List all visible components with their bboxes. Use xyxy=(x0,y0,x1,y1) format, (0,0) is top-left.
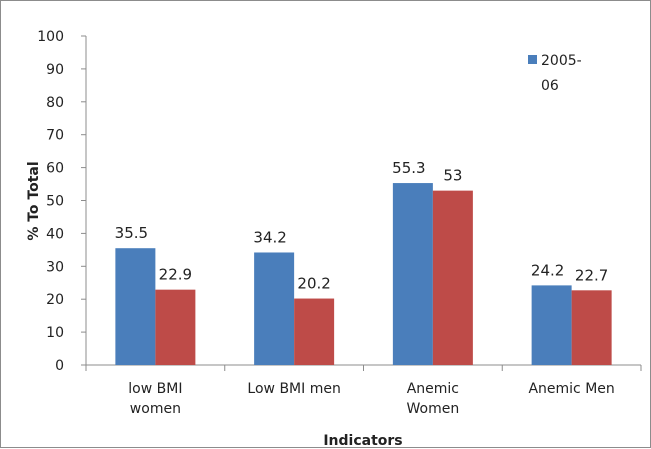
data-label: 20.2 xyxy=(297,275,330,293)
y-tick-label: 80 xyxy=(46,95,64,111)
chart-bars xyxy=(115,183,612,365)
x-tick-label: Low BMI men xyxy=(247,381,340,397)
legend-swatch xyxy=(528,55,537,64)
y-tick-label: 40 xyxy=(46,226,64,242)
legend-label: 06 xyxy=(541,78,559,94)
y-tick-label: 90 xyxy=(46,62,64,78)
y-tick-label: 60 xyxy=(46,161,64,177)
y-tick-label: 10 xyxy=(46,325,64,341)
data-label: 35.5 xyxy=(115,224,148,242)
x-tick-label: Anemic xyxy=(407,381,459,397)
y-axis-title: % To Total xyxy=(26,161,42,240)
x-tick-label: women xyxy=(130,401,181,417)
data-label: 22.9 xyxy=(159,266,192,284)
chart-axes: 0 10 20 30 40 50 60 70 80 90 100 xyxy=(37,29,642,374)
data-label: 24.2 xyxy=(531,261,564,279)
data-label: 34.2 xyxy=(253,228,286,246)
bar xyxy=(294,298,335,365)
y-tick-label: 0 xyxy=(55,358,64,374)
bar xyxy=(432,190,473,365)
y-tick-label: 100 xyxy=(37,29,64,45)
y-tick-label: 20 xyxy=(46,292,64,308)
chart-legend: 2005- 06 xyxy=(528,53,582,94)
bar xyxy=(155,289,196,365)
x-tick-label: Anemic Men xyxy=(528,381,614,397)
bar xyxy=(115,248,156,365)
x-tick-label: Women xyxy=(407,401,460,417)
y-tick-label: 50 xyxy=(46,194,64,210)
data-label: 55.3 xyxy=(392,159,425,177)
bar xyxy=(392,183,433,365)
bar xyxy=(254,252,295,365)
bar xyxy=(571,290,612,365)
bar xyxy=(531,285,572,365)
y-tick-label: 70 xyxy=(46,128,64,144)
x-tick-label: low BMI xyxy=(128,381,182,397)
legend-label: 2005- xyxy=(541,53,582,69)
data-label: 22.7 xyxy=(575,266,608,284)
data-label: 53 xyxy=(443,167,462,185)
x-axis-title: Indicators xyxy=(323,433,402,449)
chart-labels: 35.5 22.9 low BMI women 34.2 20.2 Low BMI men 5… xyxy=(26,159,615,449)
y-tick-label: 30 xyxy=(46,259,64,275)
